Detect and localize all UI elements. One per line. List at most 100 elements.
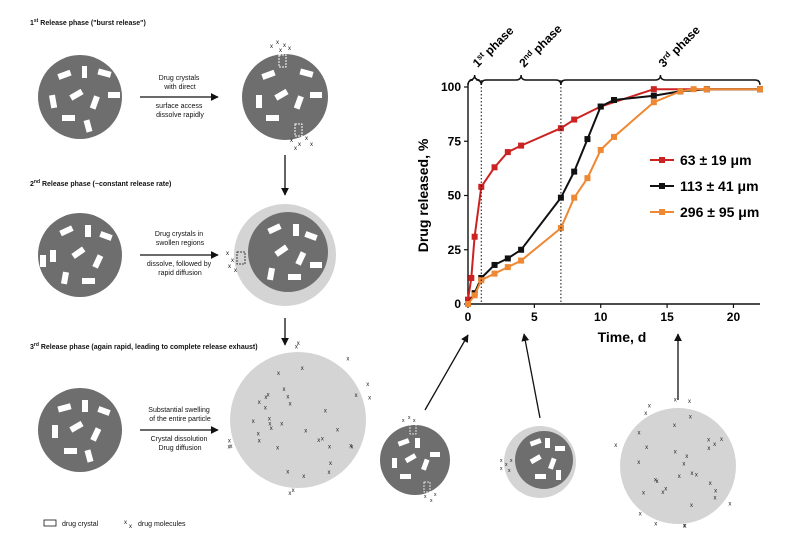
svg-text:x: x — [304, 428, 307, 434]
phase2-title: 2nd Release phase (~constant release rat… — [30, 179, 171, 188]
svg-text:x: x — [684, 523, 687, 529]
svg-text:x: x — [289, 402, 292, 408]
series-line-1 — [467, 88, 760, 300]
svg-text:x: x — [707, 438, 710, 444]
svg-text:x: x — [280, 422, 283, 428]
svg-text:x: x — [286, 470, 289, 476]
svg-text:x: x — [283, 387, 286, 393]
svg-text:x: x — [713, 442, 716, 448]
svg-text:x: x — [301, 366, 304, 372]
svg-text:x: x — [691, 471, 694, 477]
legend-marker-2 — [659, 183, 665, 189]
svg-text:x: x — [286, 394, 289, 400]
svg-text:x: x — [434, 492, 437, 498]
svg-text:x: x — [230, 444, 233, 450]
svg-text:x: x — [258, 400, 261, 406]
phase1-arrow-text: Drug crystals with direct — [159, 75, 202, 91]
svg-text:x: x — [257, 431, 260, 437]
series-1-point — [557, 125, 564, 132]
svg-text:x: x — [302, 474, 305, 480]
svg-text:x: x — [129, 524, 132, 530]
series-3-point — [650, 99, 657, 106]
series-3-point — [584, 175, 591, 182]
series-3-point — [757, 86, 763, 93]
series-2-point — [504, 255, 511, 262]
series-3-point — [471, 292, 478, 299]
svg-text:x: x — [298, 142, 301, 148]
phase2-arrow-text: Drug crystals in swollen regions — [155, 231, 205, 247]
svg-text:x: x — [231, 258, 234, 264]
svg-text:x: x — [324, 409, 327, 415]
svg-text:x: x — [267, 392, 270, 398]
series-line-3 — [467, 88, 760, 305]
series-3-point — [690, 86, 697, 93]
series-2-point — [597, 103, 604, 110]
svg-text:x: x — [290, 138, 293, 144]
svg-text:x: x — [228, 438, 231, 444]
series-2-point — [491, 261, 498, 268]
svg-text:x: x — [279, 48, 282, 54]
legend-crystal-label: drug crystal — [62, 521, 99, 528]
legend-label-3: 296 ± 95 μm — [680, 204, 759, 220]
y-axis-label: Drug released, % — [415, 138, 431, 252]
svg-text:x: x — [664, 487, 667, 493]
series-3-point — [504, 264, 511, 271]
phase1-below-text: surface access dissolve rapidly — [156, 103, 205, 119]
series-1-point — [504, 149, 511, 156]
svg-text:x: x — [292, 488, 295, 494]
phase2-swollen-particle: xxx x — [226, 204, 336, 306]
svg-text:x: x — [368, 396, 371, 402]
left-schematic: 1st Release phase ("burst release") Drug… — [30, 18, 371, 530]
series-1-point — [571, 116, 578, 123]
svg-text:x: x — [430, 498, 433, 504]
svg-text:x: x — [654, 478, 657, 484]
svg-text:x: x — [234, 268, 237, 274]
svg-text:x: x — [366, 382, 369, 388]
svg-text:x: x — [720, 437, 723, 443]
svg-text:x: x — [402, 418, 405, 424]
series-1-point — [518, 142, 525, 149]
legend-crystal-swatch — [43, 519, 57, 527]
svg-text:x: x — [408, 415, 411, 421]
bottom-particle-phase2: xxx xx — [500, 426, 576, 498]
svg-text:x: x — [508, 468, 511, 474]
svg-text:x: x — [355, 393, 358, 399]
svg-text:x: x — [707, 446, 710, 452]
svg-text:x: x — [328, 444, 331, 450]
series-1-point — [471, 233, 478, 240]
svg-text:x: x — [683, 524, 686, 530]
phase-label-3: 3rd phase — [655, 22, 703, 70]
legend-label-2: 113 ± 41 μm — [680, 178, 759, 194]
phase2-intact-particle — [38, 213, 122, 297]
svg-text:x: x — [276, 40, 279, 46]
svg-text:x: x — [648, 404, 651, 410]
legend-molecules-swatch: xx — [124, 520, 132, 530]
svg-text:x: x — [317, 438, 320, 444]
svg-text:x: x — [728, 502, 731, 508]
svg-text:x: x — [264, 395, 267, 401]
legend-molecules-label: drug molecules — [138, 521, 186, 528]
y-tick-label: 100 — [441, 80, 461, 94]
y-tick-label: 50 — [448, 189, 462, 203]
svg-text:x: x — [674, 450, 677, 456]
svg-text:x: x — [288, 46, 291, 52]
legend-marker-1 — [659, 157, 665, 163]
svg-text:x: x — [258, 438, 261, 444]
phase-brace — [560, 74, 761, 86]
svg-text:x: x — [346, 356, 349, 362]
series-1-point — [468, 274, 475, 281]
svg-text:x: x — [695, 473, 698, 479]
svg-text:x: x — [682, 461, 685, 467]
legend-marker-3 — [659, 209, 665, 215]
series-3-point — [518, 257, 525, 264]
svg-text:x: x — [642, 491, 645, 497]
svg-text:x: x — [637, 460, 640, 466]
svg-text:x: x — [329, 461, 332, 467]
svg-text:x: x — [709, 481, 712, 487]
svg-text:x: x — [321, 436, 324, 442]
phase-label-1: 1st phase — [470, 23, 517, 70]
svg-text:x: x — [714, 496, 717, 502]
series-3-point — [611, 133, 617, 140]
